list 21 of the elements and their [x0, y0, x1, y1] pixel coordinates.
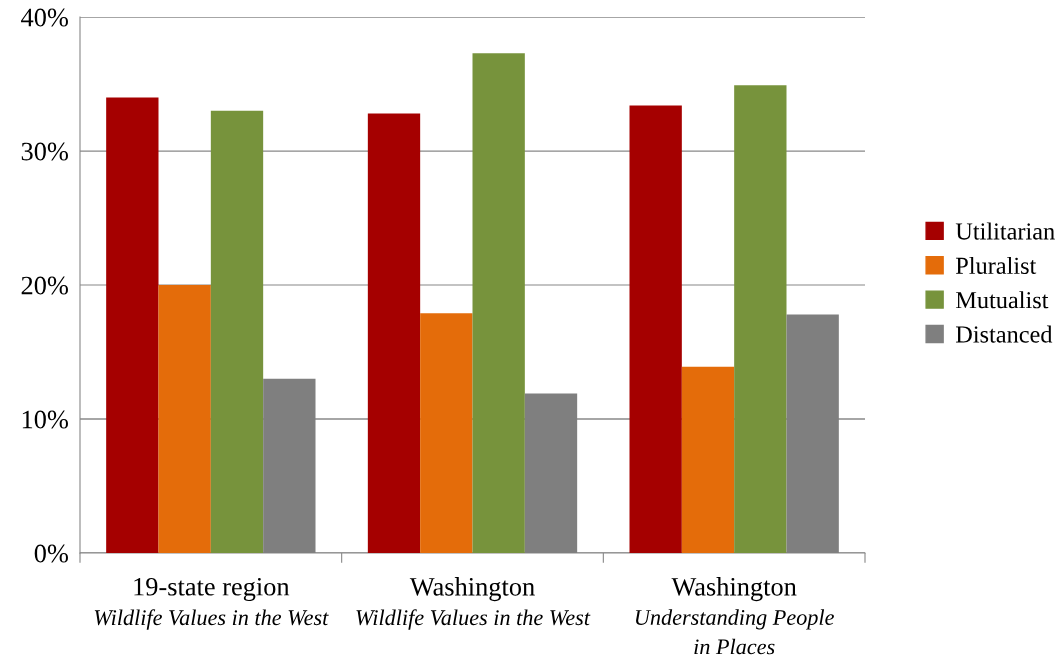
x-tick-label: Washington Understanding People in Places	[635, 577, 834, 655]
y-tick-label: 0%	[34, 544, 68, 563]
x-tick-label: 19-state region Wildlife Values in the West	[94, 577, 329, 630]
bar	[629, 105, 682, 553]
bar	[734, 85, 787, 553]
x-tick-label: Washington Wildlife Values in the West	[356, 577, 591, 630]
y-tick-label: 20%	[21, 276, 68, 295]
bar	[106, 97, 159, 553]
y-tick-label: 40%	[21, 8, 68, 27]
y-tick-label: 10%	[22, 410, 68, 429]
legend-label: Mutualist	[955, 291, 1049, 309]
bar	[472, 53, 525, 553]
bar	[367, 113, 421, 553]
bar	[210, 110, 264, 553]
bar	[420, 313, 473, 553]
bar	[158, 285, 211, 553]
legend-label: Utilitarian	[955, 222, 1055, 240]
y-tick-label: 30%	[21, 142, 68, 161]
bar	[681, 366, 735, 553]
legend-label: Distanced	[955, 325, 1053, 343]
legend-label: Pluralist	[955, 256, 1037, 274]
